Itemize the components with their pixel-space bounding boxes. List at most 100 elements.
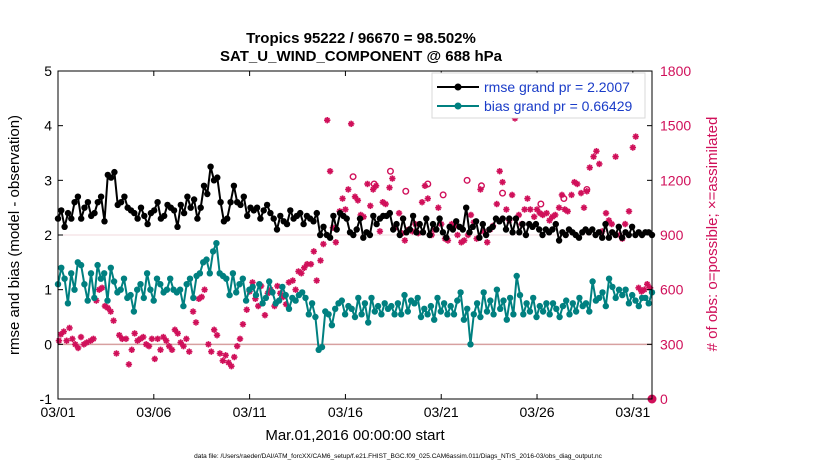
- obs-assimilated-stroke: [217, 350, 223, 357]
- obs-assimilated-marker: [201, 286, 208, 293]
- y-axis-label-left: rmse and bias (model - observation): [6, 115, 23, 355]
- rmse-point: [207, 163, 214, 170]
- obs-assimilated-marker: [168, 346, 176, 353]
- obs-assimilated-marker: [625, 208, 633, 215]
- obs-assimilated-marker: [496, 168, 503, 175]
- bias-point: [269, 289, 276, 296]
- rmse-point: [141, 212, 148, 220]
- obs-assimilated-stroke: [93, 297, 100, 304]
- obs-assimilated-marker: [163, 337, 170, 344]
- bias-point: [599, 289, 606, 296]
- obs-assimilated-stroke: [596, 161, 603, 167]
- bias-point: [279, 283, 286, 291]
- rmse-point: [134, 215, 141, 222]
- bias-point: [110, 278, 118, 285]
- bias-point: [68, 270, 75, 277]
- obs-assimilated-stroke: [310, 248, 317, 255]
- bias-point: [312, 313, 319, 321]
- bias-point: [117, 286, 124, 293]
- obs-assimilated-marker: [261, 311, 269, 319]
- obs-assimilated-stroke: [509, 192, 515, 198]
- obs-assimilated-stroke: [313, 277, 320, 284]
- bias-point: [421, 305, 428, 312]
- obs-assimilated-stroke: [99, 285, 105, 291]
- rmse-point: [270, 215, 277, 222]
- rmse-point: [287, 207, 294, 214]
- bias-point: [516, 291, 524, 299]
- obs-assimilated-marker: [621, 220, 629, 228]
- rmse-point: [61, 223, 68, 230]
- obs-assimilated-marker: [326, 168, 334, 175]
- obs-assimilated-marker: [612, 153, 619, 160]
- rmse-point: [91, 209, 98, 217]
- bias-point: [546, 311, 553, 318]
- bias-point: [470, 311, 477, 318]
- obs-assimilated-stroke: [552, 212, 559, 218]
- obs-assimilated-stroke: [180, 343, 187, 349]
- obs-possible-marker: [477, 182, 485, 190]
- rmse-point: [81, 204, 88, 211]
- obs-assimilated-marker: [113, 350, 120, 357]
- obs-assimilated-stroke: [56, 337, 62, 344]
- chart-title-line1: Tropics 95222 / 96670 = 98.502%: [246, 30, 476, 47]
- bias-point: [388, 302, 395, 310]
- rmse-point: [423, 215, 430, 222]
- obs-assimilated-stroke: [559, 192, 565, 198]
- rmse-point: [373, 220, 380, 228]
- bias-point: [513, 272, 520, 280]
- rmse-point: [267, 209, 274, 217]
- bias-point: [292, 297, 299, 304]
- obs-assimilated-marker: [360, 213, 367, 220]
- obs-assimilated-marker: [376, 228, 384, 235]
- obs-assimilated-stroke: [126, 361, 132, 368]
- obs-assimilated-stroke: [237, 336, 243, 342]
- y-tick-label-right: 600: [660, 282, 684, 298]
- x-tick-label: 03/26: [520, 404, 555, 420]
- bias-point: [431, 316, 438, 323]
- obs-assimilated-marker: [389, 175, 396, 182]
- obs-assimilated-marker: [148, 335, 156, 343]
- bias-point: [582, 300, 590, 307]
- bias-point: [176, 286, 184, 293]
- obs-assimilated-stroke: [60, 328, 67, 335]
- obs-assimilated-stroke: [419, 199, 425, 206]
- obs-assimilated-stroke: [78, 334, 84, 340]
- rmse-point: [409, 212, 417, 220]
- obs-possible-marker: [386, 167, 394, 175]
- rmse-point: [263, 201, 271, 209]
- x-tick-label: 03/16: [328, 404, 363, 420]
- rmse-point: [516, 229, 523, 236]
- obs-assimilated-stroke: [308, 261, 314, 267]
- obs-assimilated-stroke: [534, 206, 540, 213]
- rmse-point: [476, 234, 483, 241]
- rmse-point: [121, 193, 128, 200]
- bias-point: [398, 311, 405, 318]
- obs-possible-marker: [537, 200, 545, 208]
- rmse-point: [190, 196, 198, 203]
- rmse-point: [366, 231, 374, 239]
- obs-assimilated-marker: [418, 199, 426, 206]
- obs-assimilated-marker: [313, 277, 320, 284]
- obs-assimilated-stroke: [571, 179, 578, 185]
- rmse-point: [217, 199, 224, 206]
- rmse-point: [177, 201, 184, 209]
- rmse-point: [466, 229, 473, 236]
- rmse-point: [151, 207, 158, 214]
- bias-point: [635, 302, 642, 310]
- obs-assimilated-stroke: [102, 303, 108, 309]
- bias-point: [186, 275, 194, 282]
- rmse-point: [552, 220, 559, 228]
- bias-point: [526, 308, 534, 315]
- bias-point: [130, 308, 138, 315]
- obs-possible-marker: [583, 185, 591, 193]
- obs-assimilated-stroke: [324, 117, 331, 124]
- bias-point: [371, 308, 378, 315]
- bias-point: [589, 278, 596, 285]
- obs-assimilated-stroke: [146, 343, 152, 349]
- obs-assimilated-stroke: [205, 341, 212, 348]
- bias-point: [361, 300, 369, 307]
- bias-point: [143, 270, 151, 277]
- obs-assimilated-marker: [292, 286, 299, 293]
- obs-assimilated-marker: [317, 257, 324, 264]
- rmse-point: [227, 199, 234, 206]
